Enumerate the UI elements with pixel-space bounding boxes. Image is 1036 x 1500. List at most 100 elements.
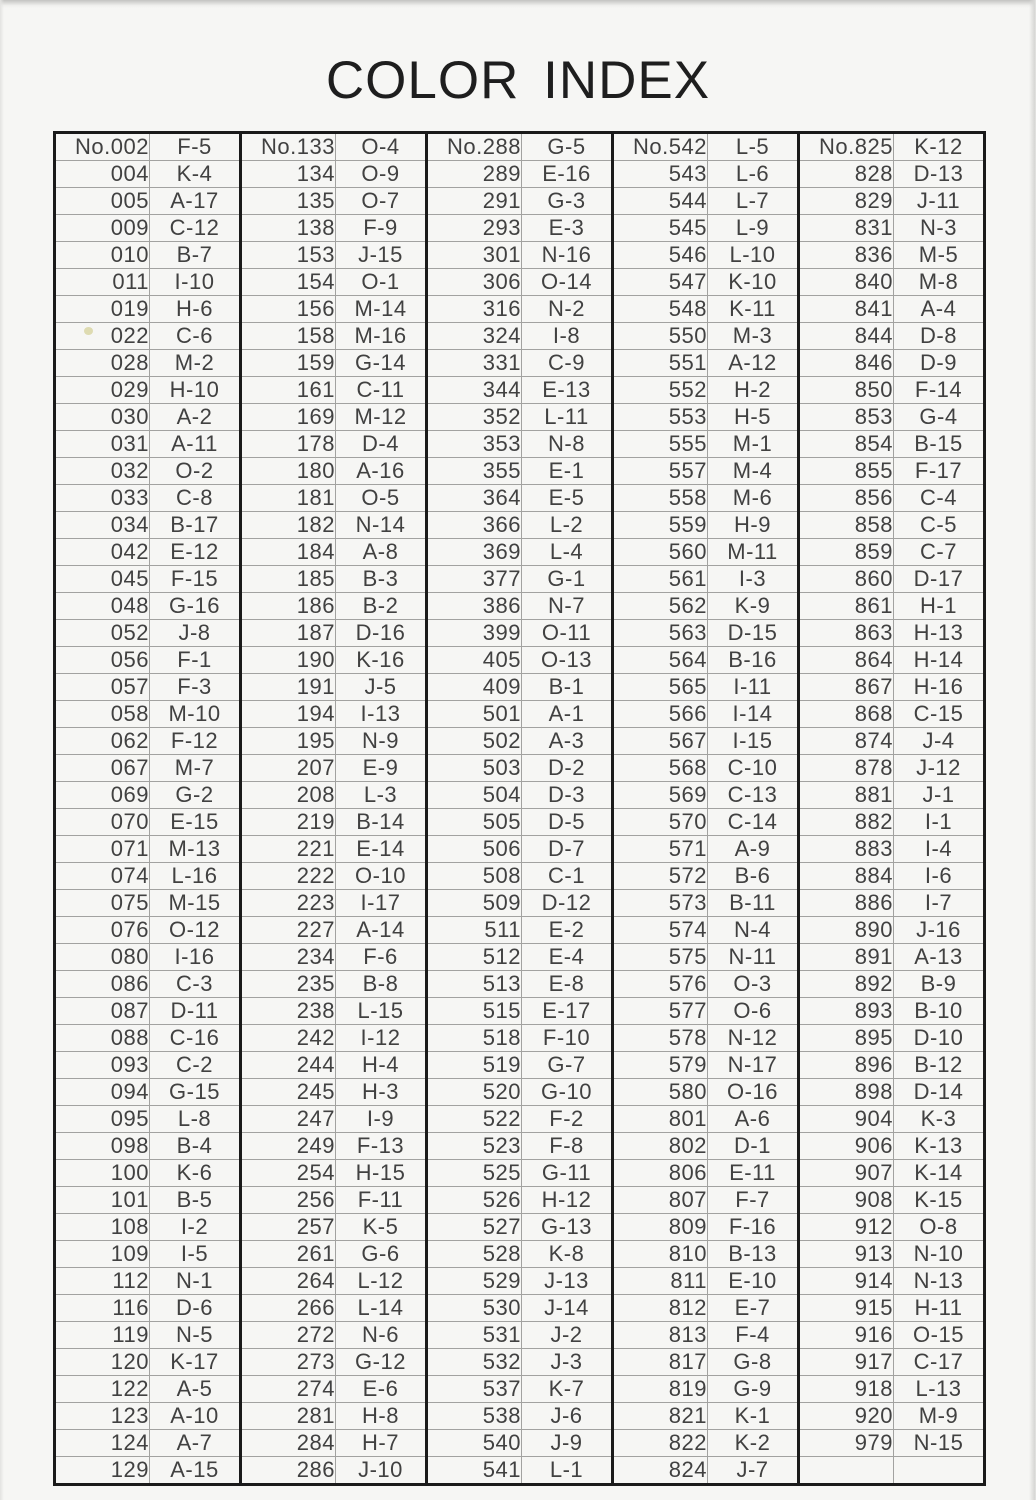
color-number-cell: 547: [611, 268, 708, 296]
color-number-cell: 033: [54, 484, 150, 512]
color-number-cell: 352: [425, 403, 522, 431]
color-number-cell: 811: [611, 1267, 708, 1295]
color-number-cell: 508: [425, 862, 522, 890]
color-number-cell: 890: [797, 916, 894, 944]
color-code-cell: G-7: [521, 1051, 613, 1079]
color-code-cell: H-6: [149, 295, 241, 323]
color-number-cell: 178: [239, 430, 336, 458]
color-code-cell: O-4: [335, 132, 427, 161]
color-code-cell: D-10: [893, 1024, 985, 1052]
table-row: 028 M-2 159 G-14 331 C-9 551 A-12 846 D-9: [54, 349, 985, 377]
color-code-cell: O-15: [893, 1321, 985, 1349]
color-number-cell: 399: [425, 619, 522, 647]
color-code-cell: A-10: [149, 1402, 241, 1430]
color-number-cell: 853: [797, 403, 894, 431]
color-code-cell: I-3: [707, 565, 799, 593]
color-number-cell: 273: [239, 1348, 336, 1376]
color-number-cell: 850: [797, 376, 894, 404]
color-number-cell: 135: [239, 187, 336, 215]
color-number-cell: 519: [425, 1051, 522, 1079]
color-number-cell: 858: [797, 511, 894, 539]
color-number-cell: 828: [797, 160, 894, 188]
color-number-cell: 831: [797, 214, 894, 242]
color-code-cell: I-15: [707, 727, 799, 755]
color-code-cell: I-17: [335, 889, 427, 917]
color-number-cell: 124: [54, 1429, 150, 1457]
color-code-cell: N-3: [893, 214, 985, 242]
color-code-cell: E-11: [707, 1159, 799, 1187]
color-code-cell: O-12: [149, 916, 241, 944]
color-index-table-wrap: No.002 F-5 No.133 O-4 No.288 G-5 No.542 L-5 No.8…: [53, 131, 986, 1486]
color-number-cell: 914: [797, 1267, 894, 1295]
color-number-cell: 009: [54, 214, 150, 242]
color-number-cell: 572: [611, 862, 708, 890]
color-code-cell: L-9: [707, 214, 799, 242]
color-number-cell: 915: [797, 1294, 894, 1322]
color-code-cell: I-4: [893, 835, 985, 863]
color-number-cell: 161: [239, 376, 336, 404]
table-row: 067 M-7 207 E-9 503 D-2 568 C-10 878 J-12: [54, 754, 985, 782]
color-number-cell: 208: [239, 781, 336, 809]
color-number-cell: 912: [797, 1213, 894, 1241]
color-code-cell: A-15: [149, 1456, 241, 1485]
color-number-cell: 917: [797, 1348, 894, 1376]
color-code-cell: N-14: [335, 511, 427, 539]
color-code-cell: I-1: [893, 808, 985, 836]
color-code-cell: D-14: [893, 1078, 985, 1106]
color-code-cell: K-12: [893, 132, 985, 161]
color-number-cell: 071: [54, 835, 150, 863]
scan-edge-right: [1029, 0, 1036, 1500]
color-code-cell: L-14: [335, 1294, 427, 1322]
color-number-cell: 908: [797, 1186, 894, 1214]
color-number-cell: 095: [54, 1105, 150, 1133]
color-number-cell: 223: [239, 889, 336, 917]
color-number-cell: 856: [797, 484, 894, 512]
color-number-cell: 056: [54, 646, 150, 674]
color-code-cell: B-15: [893, 430, 985, 458]
color-number-cell: No.542: [611, 132, 708, 161]
color-number-cell: No.825: [797, 132, 894, 161]
color-number-cell: 532: [425, 1348, 522, 1376]
color-code-cell: E-9: [335, 754, 427, 782]
color-number-cell: 810: [611, 1240, 708, 1268]
color-number-cell: 286: [239, 1456, 336, 1485]
color-code-cell: B-1: [521, 673, 613, 701]
color-number-cell: 545: [611, 214, 708, 242]
color-number-cell: 540: [425, 1429, 522, 1457]
color-code-cell: C-15: [893, 700, 985, 728]
color-code-cell: N-16: [521, 241, 613, 269]
color-number-cell: 344: [425, 376, 522, 404]
color-code-cell: N-5: [149, 1321, 241, 1349]
color-number-cell: 256: [239, 1186, 336, 1214]
color-number-cell: 100: [54, 1159, 150, 1187]
color-number-cell: 185: [239, 565, 336, 593]
color-number-cell: 806: [611, 1159, 708, 1187]
color-code-cell: F-11: [335, 1186, 427, 1214]
color-number-cell: 829: [797, 187, 894, 215]
color-number-cell: 281: [239, 1402, 336, 1430]
color-number-cell: 190: [239, 646, 336, 674]
color-code-cell: J-7: [707, 1456, 799, 1485]
color-number-cell: 094: [54, 1078, 150, 1106]
color-number-cell: 019: [54, 295, 150, 323]
color-number-cell: 254: [239, 1159, 336, 1187]
color-number-cell: 861: [797, 592, 894, 620]
color-number-cell: 195: [239, 727, 336, 755]
color-code-cell: H-2: [707, 376, 799, 404]
color-code-cell: M-11: [707, 538, 799, 566]
color-number-cell: 565: [611, 673, 708, 701]
color-number-cell: 817: [611, 1348, 708, 1376]
color-code-cell: N-1: [149, 1267, 241, 1295]
color-code-cell: C-4: [893, 484, 985, 512]
color-number-cell: 809: [611, 1213, 708, 1241]
color-code-cell: E-6: [335, 1375, 427, 1403]
color-code-cell: C-2: [149, 1051, 241, 1079]
color-number-cell: 264: [239, 1267, 336, 1295]
color-code-cell: F-1: [149, 646, 241, 674]
color-code-cell: H-11: [893, 1294, 985, 1322]
color-code-cell: L-13: [893, 1375, 985, 1403]
color-code-cell: [893, 1456, 985, 1485]
color-code-cell: A-1: [521, 700, 613, 728]
color-code-cell: H-15: [335, 1159, 427, 1187]
color-number-cell: 377: [425, 565, 522, 593]
